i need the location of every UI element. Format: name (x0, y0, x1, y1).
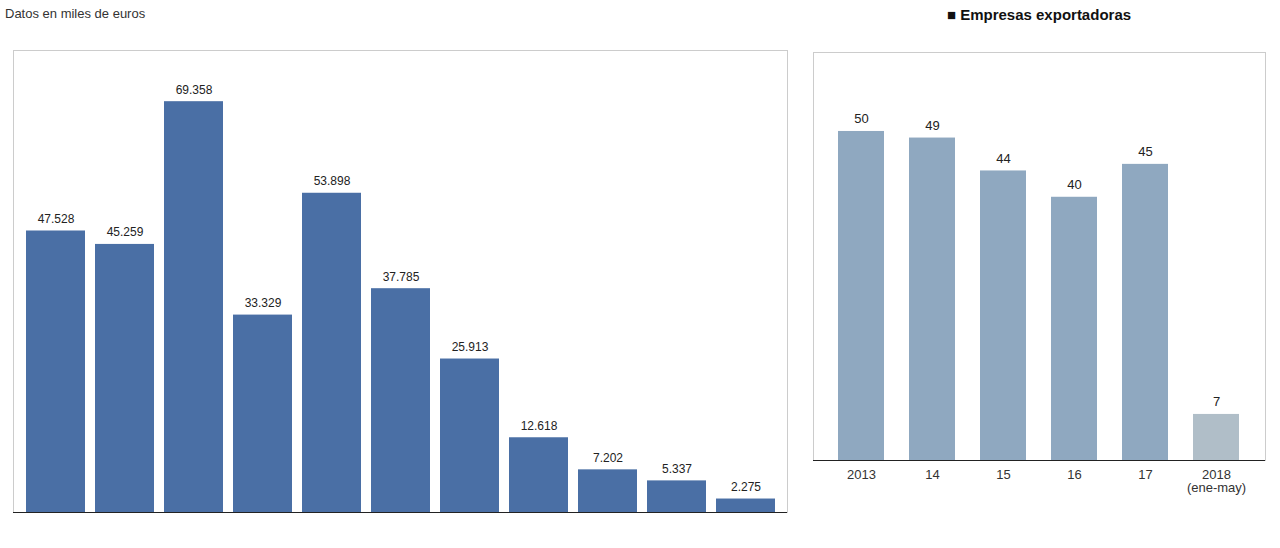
svg-text:50: 50 (854, 111, 868, 126)
svg-text:16: 16 (1067, 467, 1081, 482)
svg-text:2.275: 2.275 (731, 480, 761, 494)
svg-text:47.528: 47.528 (38, 212, 75, 226)
svg-text:45: 45 (1138, 144, 1152, 159)
svg-text:5.337: 5.337 (662, 462, 692, 476)
svg-text:25.913: 25.913 (452, 340, 489, 354)
svg-text:37.785: 37.785 (383, 270, 420, 284)
svg-text:53.898: 53.898 (314, 174, 351, 188)
svg-text:12.618: 12.618 (521, 419, 558, 433)
svg-text:17: 17 (1138, 467, 1152, 482)
svg-text:14: 14 (925, 467, 939, 482)
svg-text:7: 7 (1213, 394, 1220, 409)
html-text:■ Empresas exportadoras: ■ Empresas exportadoras (946, 6, 1132, 23)
svg-text:7.202: 7.202 (593, 451, 623, 465)
html-text:Datos en miles de euros: Datos en miles de euros (5, 6, 146, 21)
svg-text:2013: 2013 (847, 467, 876, 482)
svg-text:49: 49 (925, 118, 939, 133)
svg-text:33.329: 33.329 (245, 296, 282, 310)
svg-text:69.358: 69.358 (176, 83, 213, 97)
svg-text:15: 15 (996, 467, 1010, 482)
svg-text:44: 44 (996, 151, 1010, 166)
svg-text:2018(ene-may): 2018(ene-may) (1187, 467, 1246, 495)
svg-text:40: 40 (1067, 177, 1081, 192)
svg-text:45.259: 45.259 (107, 225, 144, 239)
